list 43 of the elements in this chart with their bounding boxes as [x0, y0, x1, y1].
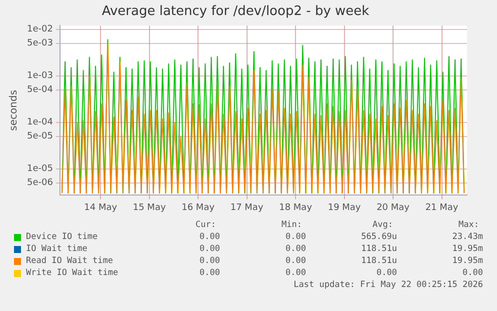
text: Avg: — [372, 220, 393, 230]
legend-label: Device IO time — [26, 232, 98, 242]
chart-title: Average latency for /dev/loop2 - by week — [102, 4, 370, 20]
text: 0.00 — [286, 244, 306, 254]
y-tick-label: 5e-05 — [26, 132, 53, 142]
text: 118.51u — [361, 256, 397, 266]
legend-label: IO Wait time — [26, 244, 88, 254]
text: 0.00 — [376, 268, 397, 278]
text: Cur: — [196, 220, 216, 230]
text: 0.00 — [200, 232, 220, 242]
y-tick-label: 1e-04 — [26, 118, 54, 128]
text: 0.00 — [200, 244, 220, 254]
x-tick-label: 14 May — [84, 202, 118, 213]
text: 565.69u — [361, 232, 397, 242]
text: 19.95m — [452, 244, 483, 254]
text: 23.43m — [452, 232, 483, 242]
x-tick-label: 21 May — [425, 202, 459, 213]
text: 0.00 — [200, 256, 220, 266]
x-tick-label: 16 May — [182, 202, 216, 213]
y-axis-title: seconds — [8, 90, 20, 131]
legend-label: Read IO Wait time — [26, 256, 113, 266]
text: 0.00 — [286, 268, 306, 278]
text: Last update: Fri May 22 00:25:15 2026 — [294, 280, 483, 290]
y-tick-label: 5e-06 — [26, 178, 54, 188]
text: 118.51u — [361, 244, 397, 254]
y-tick-label: 1e-02 — [26, 24, 53, 35]
x-tick-label: 20 May — [376, 202, 410, 213]
x-tick-label: 19 May — [328, 202, 362, 213]
text: 0.00 — [286, 256, 306, 266]
y-tick-label: 5e-04 — [26, 85, 54, 96]
y-tick-label: 1e-03 — [26, 71, 53, 82]
text: Min: — [282, 220, 302, 230]
y-tick-label: 5e-03 — [26, 38, 53, 49]
text: Max: — [458, 220, 479, 230]
x-tick-label: 15 May — [132, 202, 166, 213]
text: 19.95m — [452, 256, 483, 266]
text: 0.00 — [462, 268, 483, 278]
y-tick-label: 1e-05 — [26, 164, 53, 174]
legend-label: Write IO Wait time — [26, 268, 118, 278]
text: 0.00 — [286, 232, 306, 242]
x-tick-label: 17 May — [230, 202, 264, 213]
text: 0.00 — [200, 268, 220, 278]
x-tick-label: 18 May — [279, 202, 313, 213]
